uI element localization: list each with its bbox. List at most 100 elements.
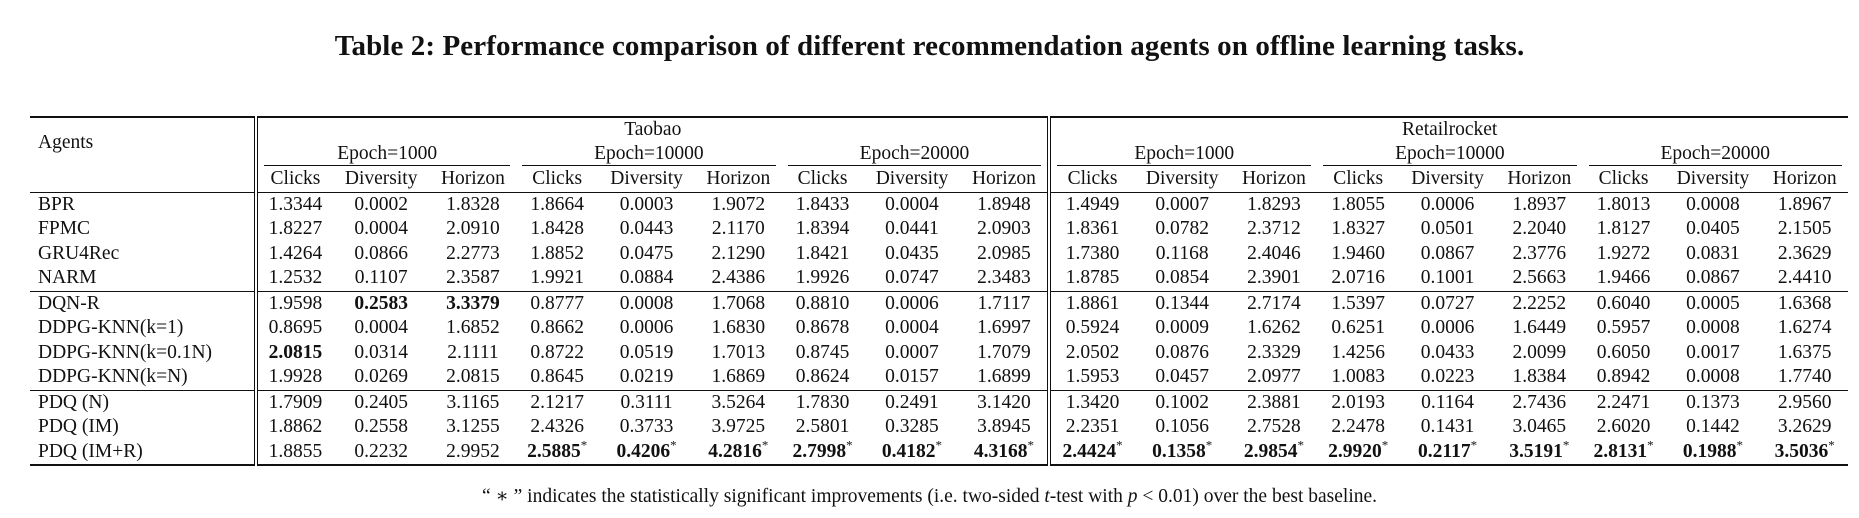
metric-header: Diversity [1145, 168, 1219, 190]
value-text: 0.0005 [1686, 292, 1740, 314]
metric-value: 0.1002 [1133, 389, 1231, 415]
metric-value: 2.2478 [1317, 415, 1399, 440]
significance-star: * [1736, 437, 1744, 453]
metric-value: 2.6020 [1583, 415, 1665, 440]
metric-value: 0.5924 [1047, 316, 1134, 341]
value-text: 0.4182 [881, 440, 936, 462]
value-text: 1.4264 [268, 242, 323, 264]
significance-star: * [761, 437, 769, 453]
metric-value: 2.5663 [1496, 266, 1583, 291]
value-text: 0.0866 [354, 242, 409, 264]
epoch-label: Epoch=1000 [1057, 143, 1312, 167]
metric-value: 0.6251 [1317, 316, 1399, 341]
metric-header: Clicks [532, 168, 583, 190]
agent-name: BPR [30, 191, 257, 217]
metric-value: 0.0501 [1399, 217, 1496, 242]
metric-value: 1.8421 [782, 242, 864, 267]
value-text: 0.0747 [885, 267, 939, 289]
value-text: 1.8361 [1065, 218, 1120, 240]
value-text: 0.0223 [1420, 366, 1475, 388]
value-text: 0.2405 [354, 391, 409, 413]
value-text: 0.1358 [1152, 440, 1206, 462]
value-text: 2.3587 [446, 267, 500, 289]
value-text: 2.3776 [1512, 242, 1567, 264]
metric-value: 1.8227 [254, 217, 333, 242]
significance-star: * [1381, 437, 1389, 453]
metric-value: 1.7909 [254, 389, 333, 415]
agent-name: DDPG-KNN(k=0.1N) [38, 341, 213, 363]
value-text: 2.4424 [1062, 440, 1117, 462]
metric-value: 0.0006 [598, 316, 695, 341]
value-text: 1.4949 [1065, 193, 1120, 215]
metric-value: 0.0727 [1399, 290, 1497, 316]
metric-value: 0.2558 [333, 415, 430, 440]
value-text: 2.6020 [1596, 416, 1651, 438]
metric-value: 0.8695 [254, 316, 333, 341]
value-text: 1.8327 [1331, 218, 1385, 240]
value-text: 1.6852 [446, 317, 500, 339]
metric-header: Horizon [440, 168, 505, 190]
value-text: 1.9598 [268, 292, 323, 314]
value-text: 1.6368 [1777, 292, 1832, 314]
epoch-label: Epoch=20000 [1588, 143, 1842, 167]
metric-value: 1.8862 [254, 415, 333, 440]
metric-value: 1.6899 [960, 365, 1049, 390]
metric-value: 1.0083 [1317, 365, 1399, 390]
metric-value: 0.4206* [598, 438, 696, 466]
metric-header: Clicks [1598, 168, 1649, 190]
value-text: 2.4046 [1247, 242, 1301, 264]
metric-value: 0.0008 [598, 290, 696, 316]
metric-header: Diversity [610, 168, 683, 190]
metric-value: 2.7998* [781, 438, 864, 466]
metric-value: 0.2405 [332, 389, 430, 415]
metric-value: 0.1431 [1399, 415, 1496, 440]
value-text: 2.1505 [1777, 218, 1832, 240]
value-text: 2.0193 [1331, 391, 1385, 413]
value-text: 0.0433 [1420, 341, 1475, 363]
value-text: 0.0006 [619, 317, 674, 339]
metric-value: 1.8361 [1047, 217, 1134, 242]
value-text: 0.0435 [885, 242, 939, 264]
metric-value: 1.7830 [781, 389, 864, 415]
metric-value: 2.0977 [1231, 365, 1318, 390]
value-text: 0.0017 [1686, 341, 1740, 363]
metric-value: 2.4410 [1761, 266, 1848, 291]
value-text: 4.3168 [973, 440, 1028, 462]
metric-value: 2.7174 [1230, 290, 1318, 316]
metric-value: 0.1358* [1133, 438, 1231, 466]
metric-value: 1.8384 [1496, 365, 1583, 390]
metric-value: 0.0435 [864, 242, 961, 267]
metric-value: 2.1170 [695, 217, 782, 242]
metric-value: 1.7079 [960, 341, 1049, 366]
value-text: 1.8852 [530, 242, 584, 264]
value-text: 1.6830 [711, 317, 766, 339]
metric-value: 1.9460 [1317, 242, 1399, 267]
metric-value: 2.1505 [1761, 217, 1848, 242]
value-text: 2.0903 [977, 218, 1031, 240]
significance-star: * [935, 437, 943, 453]
value-text: 2.0502 [1065, 341, 1120, 363]
value-text: 3.3379 [446, 292, 500, 314]
value-text: 1.8127 [1596, 218, 1651, 240]
metric-value: 2.8131* [1582, 438, 1665, 466]
value-text: 0.5957 [1596, 317, 1651, 339]
value-text: 0.8678 [795, 317, 850, 339]
value-text: 2.7436 [1512, 391, 1567, 413]
epoch-label: Epoch=10000 [522, 143, 776, 167]
metric-value: 2.0502 [1047, 340, 1134, 365]
metric-value: 3.8945 [960, 415, 1049, 440]
metric-value: 1.6852 [430, 316, 517, 341]
metric-value: 0.8810 [781, 290, 864, 316]
value-text: 2.7528 [1247, 416, 1301, 438]
metric-value: 2.3587 [430, 266, 517, 291]
metric-value: 0.0007 [1133, 191, 1231, 217]
dataset-header: Retailrocket [1047, 116, 1848, 143]
value-text: 1.8013 [1596, 193, 1651, 215]
significance-star: * [580, 437, 588, 453]
metric-value: 1.9466 [1583, 266, 1665, 291]
metric-value: 0.0002 [332, 191, 430, 217]
metric-value: 0.0004 [333, 316, 430, 341]
metric-value: 0.1164 [1399, 389, 1497, 415]
value-text: 2.2471 [1596, 391, 1651, 413]
value-text: 1.6997 [977, 317, 1031, 339]
